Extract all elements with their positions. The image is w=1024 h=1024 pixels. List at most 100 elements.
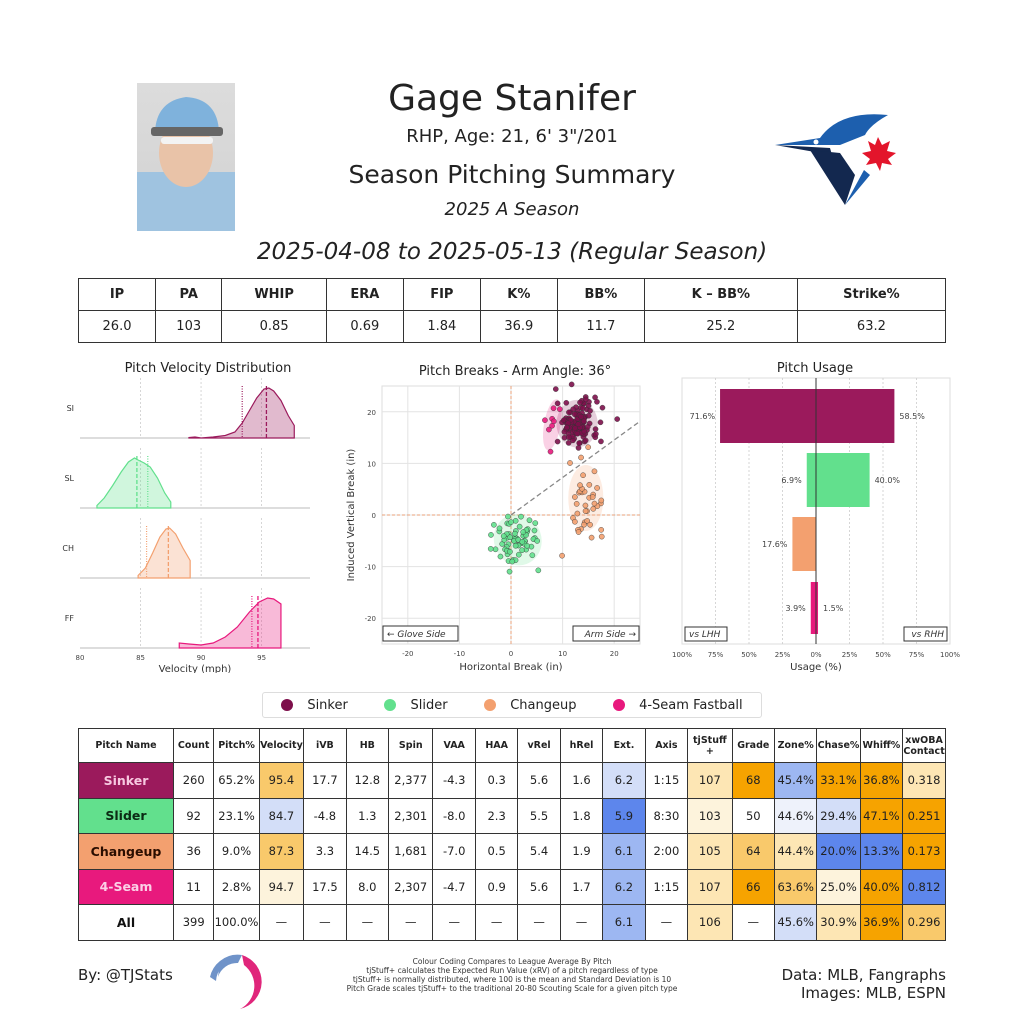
pitch-metric-cell: 12.8 bbox=[345, 762, 390, 799]
breaks-point bbox=[509, 558, 516, 565]
summary-value-cell: 0.69 bbox=[325, 310, 404, 343]
pitch-metric-cell: 92 bbox=[172, 797, 215, 834]
breaks-point bbox=[566, 409, 572, 416]
pitch-metric-cell: 44.4% bbox=[773, 833, 818, 870]
breaks-x-tick: -20 bbox=[402, 650, 413, 658]
pitch-metric-cell: 66 bbox=[731, 868, 776, 905]
pitch-metric-cell: — bbox=[432, 904, 476, 941]
breaks-point bbox=[582, 502, 589, 509]
summary-value-cell: 36.9 bbox=[479, 310, 558, 343]
pitch-metric-cell: 260 bbox=[172, 762, 215, 799]
pitch-metric-cell: 1,681 bbox=[388, 833, 434, 870]
breaks-point bbox=[492, 546, 499, 553]
player-bio: RHP, Age: 21, 6' 3"/201 bbox=[406, 126, 618, 147]
usage-rhh-label: 1.5% bbox=[823, 604, 844, 613]
breaks-point bbox=[557, 406, 563, 412]
breaks-point bbox=[590, 506, 597, 512]
velocity-tick-label: 90 bbox=[197, 654, 206, 662]
usage-tick-label: 25% bbox=[775, 651, 791, 659]
pitch-metric-cell: -7.0 bbox=[432, 833, 476, 870]
pitch-metric-cell: -8.0 bbox=[432, 797, 476, 834]
pitch-table-header: Zone% bbox=[773, 728, 818, 763]
pitch-metric-cell: 36.9% bbox=[859, 904, 904, 941]
summary-value-cell: 25.2 bbox=[643, 310, 798, 343]
legend-marker bbox=[484, 699, 497, 711]
pitch-table-row: 4-Seam 11 2.8% 94.7 17.5 8.0 2,307 -4.7 0.9 5.6 1.… bbox=[78, 868, 946, 905]
pitch-metric-cell: 45.6% bbox=[773, 904, 818, 941]
breaks-point bbox=[564, 424, 570, 431]
breaks-point bbox=[508, 519, 514, 525]
summary-header-cell: Strike% bbox=[796, 278, 947, 311]
pitch-name-cell: Changeup bbox=[78, 833, 174, 870]
pitch-metric-cell: 63.6% bbox=[773, 868, 818, 905]
breaks-point bbox=[526, 517, 533, 524]
pitch-metric-cell: 64 bbox=[731, 833, 776, 870]
usage-tick-label: 100% bbox=[672, 651, 692, 659]
breaks-point bbox=[588, 534, 595, 541]
pitch-metric-cell: 6.2 bbox=[602, 762, 646, 799]
pitch-usage-chart: 71.6% 58.5% 6.9% 40.0% 17.6% 3.9% 1.5% vs LHH vs… bbox=[672, 377, 960, 673]
pitch-metric-cell: 105 bbox=[687, 833, 733, 870]
pitch-metric-cell: 399 bbox=[172, 904, 215, 941]
usage-tick-label: 0% bbox=[810, 651, 821, 659]
pitch-metric-cell: 0.251 bbox=[902, 797, 946, 834]
pitch-metrics-table: Pitch Name Count Pitch% Velocity iVB HB Spin VA… bbox=[78, 728, 946, 941]
breaks-y-tick: 0 bbox=[372, 512, 376, 520]
pitch-metric-cell: -4.8 bbox=[303, 797, 347, 834]
pitch-metric-cell: 103 bbox=[687, 797, 733, 834]
report-title: Season Pitching Summary bbox=[348, 160, 676, 189]
breaks-point bbox=[550, 405, 557, 412]
breaks-point bbox=[574, 510, 581, 517]
pitch-metric-cell: — bbox=[303, 904, 347, 941]
pitch-metric-cell: 17.7 bbox=[303, 762, 347, 799]
breaks-x-tick: -10 bbox=[454, 650, 465, 658]
pitch-breaks-chart: -20 -10 0 10 20 20 10 0 -10 -20 Horizontal Break (… bbox=[346, 381, 641, 673]
pitch-metric-cell: 6.1 bbox=[602, 904, 646, 941]
pitch-name-cell: Sinker bbox=[78, 762, 174, 799]
pitch-metric-cell: -4.7 bbox=[432, 868, 476, 905]
pitch-metric-cell: 36.8% bbox=[859, 762, 904, 799]
arm-side-box bbox=[572, 625, 640, 642]
breaks-point bbox=[598, 533, 605, 540]
vs-rhh-box bbox=[903, 626, 948, 642]
pitch-metric-cell: 2.8% bbox=[213, 868, 260, 905]
vs-lhh-label: vs LHH bbox=[689, 630, 721, 640]
pitch-table-header: Ext. bbox=[602, 728, 646, 763]
breaks-point bbox=[488, 532, 494, 538]
pitch-legend: Sinker Slider Changeup 4-Seam Fastball bbox=[262, 692, 762, 718]
breaks-point bbox=[580, 405, 586, 412]
legend-item-sinker: Sinker bbox=[281, 698, 348, 713]
pitch-metric-cell: 1.7 bbox=[559, 868, 604, 905]
velocity-tick-label: 80 bbox=[76, 654, 85, 662]
usage-axis-label: Usage (%) bbox=[790, 662, 842, 673]
usage-bar-sinker bbox=[720, 389, 895, 443]
pitch-metric-cell: 5.4 bbox=[517, 833, 561, 870]
breaks-point bbox=[577, 399, 583, 406]
pitch-metric-cell: 2,307 bbox=[388, 868, 434, 905]
pitch-metric-cell: 14.5 bbox=[345, 833, 390, 870]
breaks-point bbox=[571, 411, 578, 418]
usage-tick-label: 50% bbox=[875, 651, 891, 659]
velocity-tick-label: 95 bbox=[257, 654, 266, 662]
pitch-metric-cell: 1.3 bbox=[345, 797, 390, 834]
pitch-metric-cell: 8.0 bbox=[345, 868, 390, 905]
breaks-y-tick: 10 bbox=[367, 460, 376, 468]
tjstats-logo bbox=[200, 947, 270, 1017]
breaks-point bbox=[512, 530, 518, 537]
pitch-metric-cell: 2:00 bbox=[644, 833, 689, 870]
breaks-point bbox=[531, 527, 538, 534]
velocity-pitch-label: SL bbox=[64, 474, 74, 483]
pitch-metric-cell: 5.5 bbox=[517, 797, 561, 834]
breaks-point bbox=[534, 538, 540, 544]
pitch-metric-cell: 9.0% bbox=[213, 833, 260, 870]
pitch-metric-cell: -4.3 bbox=[432, 762, 476, 799]
breaks-point bbox=[574, 430, 581, 437]
usage-lhh-label: 71.6% bbox=[690, 412, 716, 421]
date-range: 2025-04-08 to 2025-05-13 (Regular Season… bbox=[256, 239, 768, 265]
summary-header-cell: ERA bbox=[325, 278, 404, 311]
breaks-point bbox=[589, 494, 596, 500]
pitch-metric-cell: 17.5 bbox=[303, 868, 347, 905]
pitch-metric-cell: 8:30 bbox=[644, 797, 689, 834]
breaks-point bbox=[554, 438, 561, 445]
usage-tick-label: 25% bbox=[842, 651, 858, 659]
